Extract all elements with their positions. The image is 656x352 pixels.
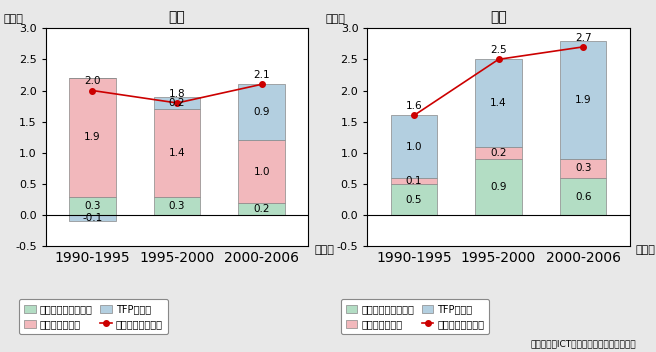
Text: 0.3: 0.3: [575, 163, 592, 174]
Text: 1.0: 1.0: [253, 166, 270, 177]
Text: 0.2: 0.2: [169, 98, 186, 108]
Text: 1.0: 1.0: [405, 142, 422, 152]
Text: 2.5: 2.5: [490, 45, 507, 55]
Text: 1.4: 1.4: [490, 98, 507, 108]
Text: 0.2: 0.2: [490, 148, 507, 158]
Text: 0.9: 0.9: [253, 107, 270, 117]
Bar: [476, 147, 522, 159]
Bar: [390, 115, 437, 178]
Bar: [154, 196, 200, 215]
Text: 0.3: 0.3: [169, 201, 186, 211]
Text: （年）: （年）: [636, 245, 655, 255]
Bar: [154, 109, 200, 196]
Bar: [69, 215, 115, 221]
Text: 1.9: 1.9: [84, 132, 101, 142]
Text: 1.9: 1.9: [575, 95, 592, 105]
Bar: [560, 40, 607, 159]
Text: （出典）『ICTの経済分析に関する調査』: （出典）『ICTの経済分析に関する調査』: [531, 339, 636, 348]
Text: 1.6: 1.6: [405, 101, 422, 111]
Title: 日本: 日本: [169, 10, 186, 24]
Text: （％）: （％）: [325, 14, 345, 24]
Text: （年）: （年）: [314, 245, 334, 255]
Text: 2.7: 2.7: [575, 32, 592, 43]
Bar: [560, 159, 607, 178]
Bar: [476, 59, 522, 147]
Text: 1.8: 1.8: [169, 89, 186, 99]
Bar: [476, 159, 522, 215]
Text: 2.1: 2.1: [253, 70, 270, 80]
Text: 0.1: 0.1: [405, 176, 422, 186]
Text: 2.0: 2.0: [84, 76, 101, 86]
Text: （％）: （％）: [4, 14, 24, 24]
Text: 0.2: 0.2: [253, 204, 270, 214]
Legend: 情報通信資本の深化, 一般資本の深化, TFP成長率, 労働生産性成長率: 情報通信資本の深化, 一般資本の深化, TFP成長率, 労働生産性成長率: [340, 299, 489, 334]
Bar: [239, 140, 285, 203]
Bar: [390, 184, 437, 215]
Legend: 情報通信資本の深化, 一般資本の深化, TFP成長率, 労働生産性成長率: 情報通信資本の深化, 一般資本の深化, TFP成長率, 労働生産性成長率: [19, 299, 168, 334]
Bar: [239, 203, 285, 215]
Text: 0.6: 0.6: [575, 191, 592, 201]
Bar: [560, 178, 607, 215]
Bar: [390, 178, 437, 184]
Title: 米国: 米国: [490, 10, 507, 24]
Text: 0.3: 0.3: [84, 201, 101, 211]
Text: 1.4: 1.4: [169, 148, 186, 158]
Bar: [154, 97, 200, 109]
Text: -0.1: -0.1: [83, 213, 102, 223]
Text: 0.9: 0.9: [490, 182, 507, 192]
Text: 0.5: 0.5: [405, 195, 422, 205]
Bar: [69, 78, 115, 196]
Bar: [69, 196, 115, 215]
Bar: [239, 84, 285, 140]
